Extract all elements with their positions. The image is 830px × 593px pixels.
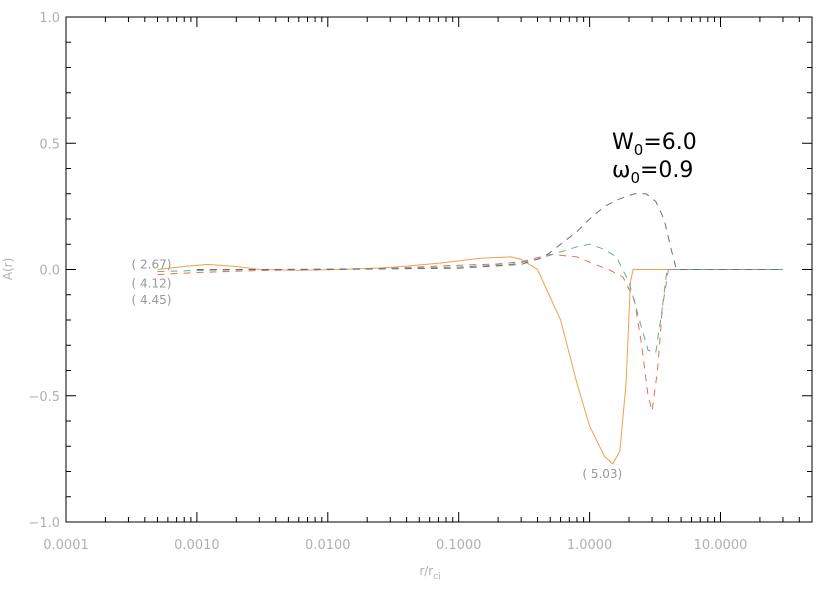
- annotation-label: ( 4.45): [132, 293, 172, 307]
- annotation-label: ( 2.67): [132, 257, 172, 271]
- annotation-label: ( 4.12): [132, 276, 172, 290]
- legend-w0: W0=6.0: [612, 130, 697, 159]
- y-tick-label: −1.0: [28, 516, 60, 531]
- series-line-1: [157, 256, 783, 465]
- x-tick-label: 0.1000: [436, 538, 482, 553]
- series-line-4: [196, 193, 783, 270]
- x-tick-label: 0.0001: [43, 538, 89, 553]
- series-line-3: [157, 243, 783, 354]
- series-line-2: [157, 253, 783, 412]
- series-group: [157, 193, 783, 465]
- x-axis-title-sub: ci: [433, 572, 440, 582]
- legend-omega0: ω0=0.9: [612, 158, 693, 187]
- x-tick-label: 0.0100: [305, 538, 351, 553]
- y-tick-label: 0.0: [39, 264, 60, 279]
- y-axis-title: A(r): [1, 258, 15, 281]
- annotation-group: ( 2.67) ( 4.12) ( 4.45) ( 5.03): [132, 257, 623, 481]
- y-tick-label: 1.0: [39, 11, 60, 26]
- y-tick-label: 0.5: [39, 137, 60, 152]
- x-tick-label: 1.0000: [567, 538, 613, 553]
- axis-ticks: 0.0001 0.0010 0.0100 0.1000 1.0000 10.0000 −1.…: [28, 11, 812, 553]
- x-tick-label: 10.0000: [694, 538, 748, 553]
- y-tick-label: −0.5: [28, 390, 60, 405]
- annotation-label: ( 5.03): [582, 467, 622, 481]
- x-axis-title: r/rci: [419, 564, 440, 582]
- x-tick-label: 0.0010: [174, 538, 220, 553]
- x-axis-title-main: r/r: [419, 564, 433, 578]
